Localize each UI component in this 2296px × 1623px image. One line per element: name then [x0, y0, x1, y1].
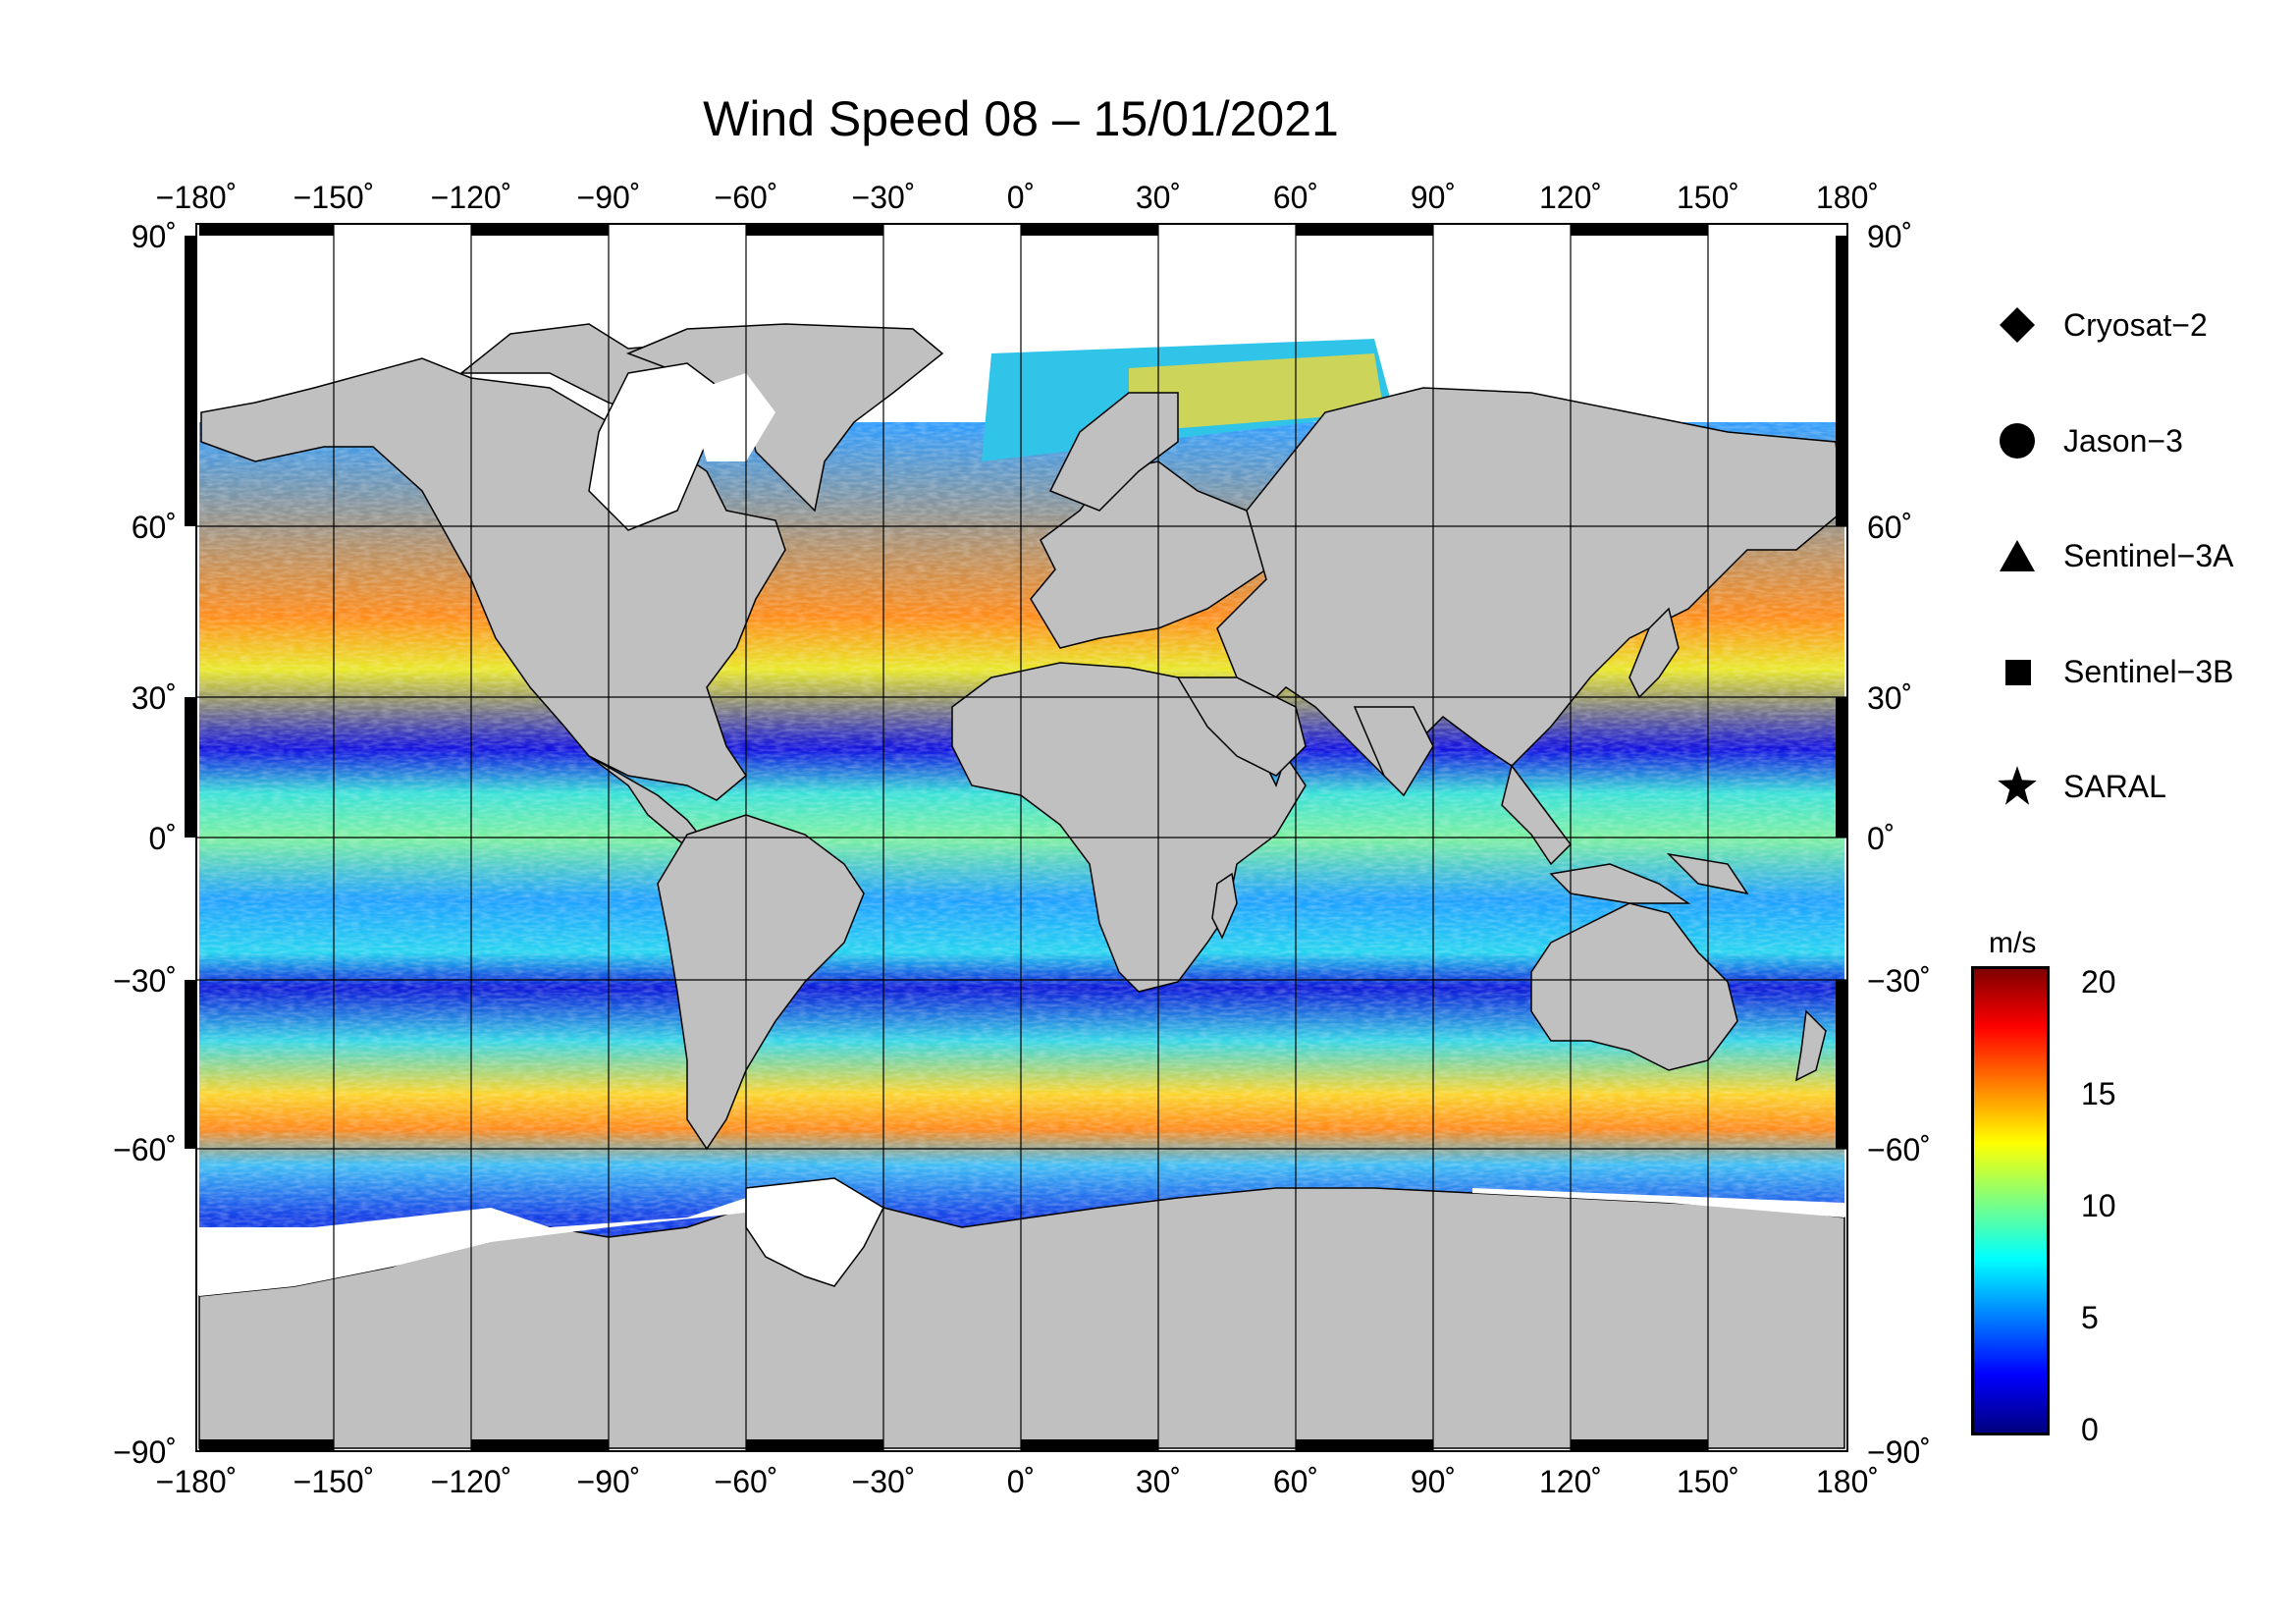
lon-tick-top: 120˚ — [1539, 180, 1602, 215]
legend-label: Sentinel−3A — [2063, 537, 2234, 573]
lat-tick-right: −60˚ — [1867, 1132, 1931, 1167]
lon-tick-top: 30˚ — [1136, 180, 1181, 215]
diamond-icon — [1993, 300, 2042, 350]
lon-tick-top: 150˚ — [1677, 180, 1739, 215]
square-icon — [1993, 647, 2042, 696]
colorbar-label: 0 — [2081, 1412, 2099, 1447]
lat-tick-right: −30˚ — [1867, 963, 1931, 999]
colorbar-label: 20 — [2081, 964, 2116, 1000]
lon-tick-bottom: −30˚ — [852, 1464, 916, 1499]
lat-tick-left: 90˚ — [132, 219, 177, 254]
lon-ticks-top: −180˚ −150˚ −120˚ −90˚ −60˚ −30˚ 0˚ 30˚ … — [156, 180, 1879, 215]
lon-tick-bottom: −180˚ — [156, 1464, 238, 1499]
colorbar-label: 10 — [2081, 1188, 2116, 1223]
lon-tick-bottom: 150˚ — [1677, 1464, 1739, 1499]
lon-tick-top: 0˚ — [1007, 180, 1035, 215]
lat-tick-right: 0˚ — [1867, 821, 1895, 856]
lat-tick-right: −90˚ — [1867, 1434, 1931, 1470]
colorbar — [1971, 966, 2050, 1435]
legend-item-saral: SARAL — [1993, 762, 2166, 811]
legend-label: SARAL — [2063, 768, 2166, 804]
lat-tick-left: 60˚ — [132, 510, 177, 545]
legend-item-sentinel-3a: Sentinel−3A — [1993, 531, 2233, 580]
lon-tick-bottom: 120˚ — [1539, 1464, 1602, 1499]
colorbar-unit: m/s — [1989, 927, 2037, 959]
lat-tick-right: 30˚ — [1867, 680, 1912, 716]
star-icon — [1993, 762, 2042, 811]
lon-tick-bottom: −90˚ — [577, 1464, 641, 1499]
lon-tick-bottom: 90˚ — [1411, 1464, 1456, 1499]
graticule — [196, 224, 1847, 1451]
lon-tick-bottom: 30˚ — [1136, 1464, 1181, 1499]
lat-ticks-right: 90˚ 60˚ 30˚ 0˚ −30˚ −60˚ −90˚ — [1867, 219, 1931, 1470]
lat-tick-left: −60˚ — [113, 1132, 177, 1167]
legend-item-cryosat: Cryosat−2 — [1993, 300, 2208, 350]
sea-ice — [199, 362, 1844, 1296]
legend-label: Cryosat−2 — [2063, 306, 2208, 343]
colorbar-label: 15 — [2081, 1076, 2116, 1111]
lon-ticks-bottom: −180˚ −150˚ −120˚ −90˚ −60˚ −30˚ 0˚ 30˚ … — [156, 1464, 1879, 1499]
lon-tick-bottom: −150˚ — [294, 1464, 375, 1499]
lon-tick-top: −150˚ — [294, 180, 375, 215]
lon-tick-top: 180˚ — [1816, 180, 1879, 215]
legend-label: Sentinel−3B — [2063, 653, 2234, 689]
lon-tick-top: −30˚ — [852, 180, 916, 215]
map-border — [185, 223, 1848, 1452]
map-title: Wind Speed 08 – 15/01/2021 — [703, 91, 1339, 146]
lon-tick-top: −90˚ — [577, 180, 641, 215]
lon-tick-bottom: 180˚ — [1816, 1464, 1879, 1499]
lat-tick-left: 0˚ — [149, 821, 177, 856]
legend-item-jason: Jason−3 — [1993, 416, 2183, 465]
lat-tick-right: 60˚ — [1867, 510, 1912, 545]
europe — [1030, 460, 1267, 649]
legend-item-sentinel-3b: Sentinel−3B — [1993, 647, 2233, 696]
lon-tick-bottom: 60˚ — [1273, 1464, 1318, 1499]
lon-tick-bottom: −60˚ — [715, 1464, 778, 1499]
lat-ticks-left: 90˚ 60˚ 30˚ 0˚ −30˚ −60˚ −90˚ — [113, 219, 177, 1470]
lon-tick-top: 90˚ — [1411, 180, 1456, 215]
circle-icon — [1993, 416, 2042, 465]
lat-tick-left: −90˚ — [113, 1434, 177, 1470]
lat-tick-right: 90˚ — [1867, 219, 1912, 254]
lon-tick-bottom: −120˚ — [431, 1464, 512, 1499]
lon-tick-bottom: 0˚ — [1007, 1464, 1035, 1499]
lon-tick-top: 60˚ — [1273, 180, 1318, 215]
lon-tick-top: −60˚ — [715, 180, 778, 215]
triangle-icon — [1993, 531, 2042, 580]
lon-tick-top: −120˚ — [431, 180, 512, 215]
colorbar-label: 5 — [2081, 1300, 2099, 1335]
legend-label: Jason−3 — [2063, 422, 2183, 459]
lon-tick-top: −180˚ — [156, 180, 238, 215]
lat-tick-left: −30˚ — [113, 963, 177, 999]
lat-tick-left: 30˚ — [132, 680, 177, 716]
